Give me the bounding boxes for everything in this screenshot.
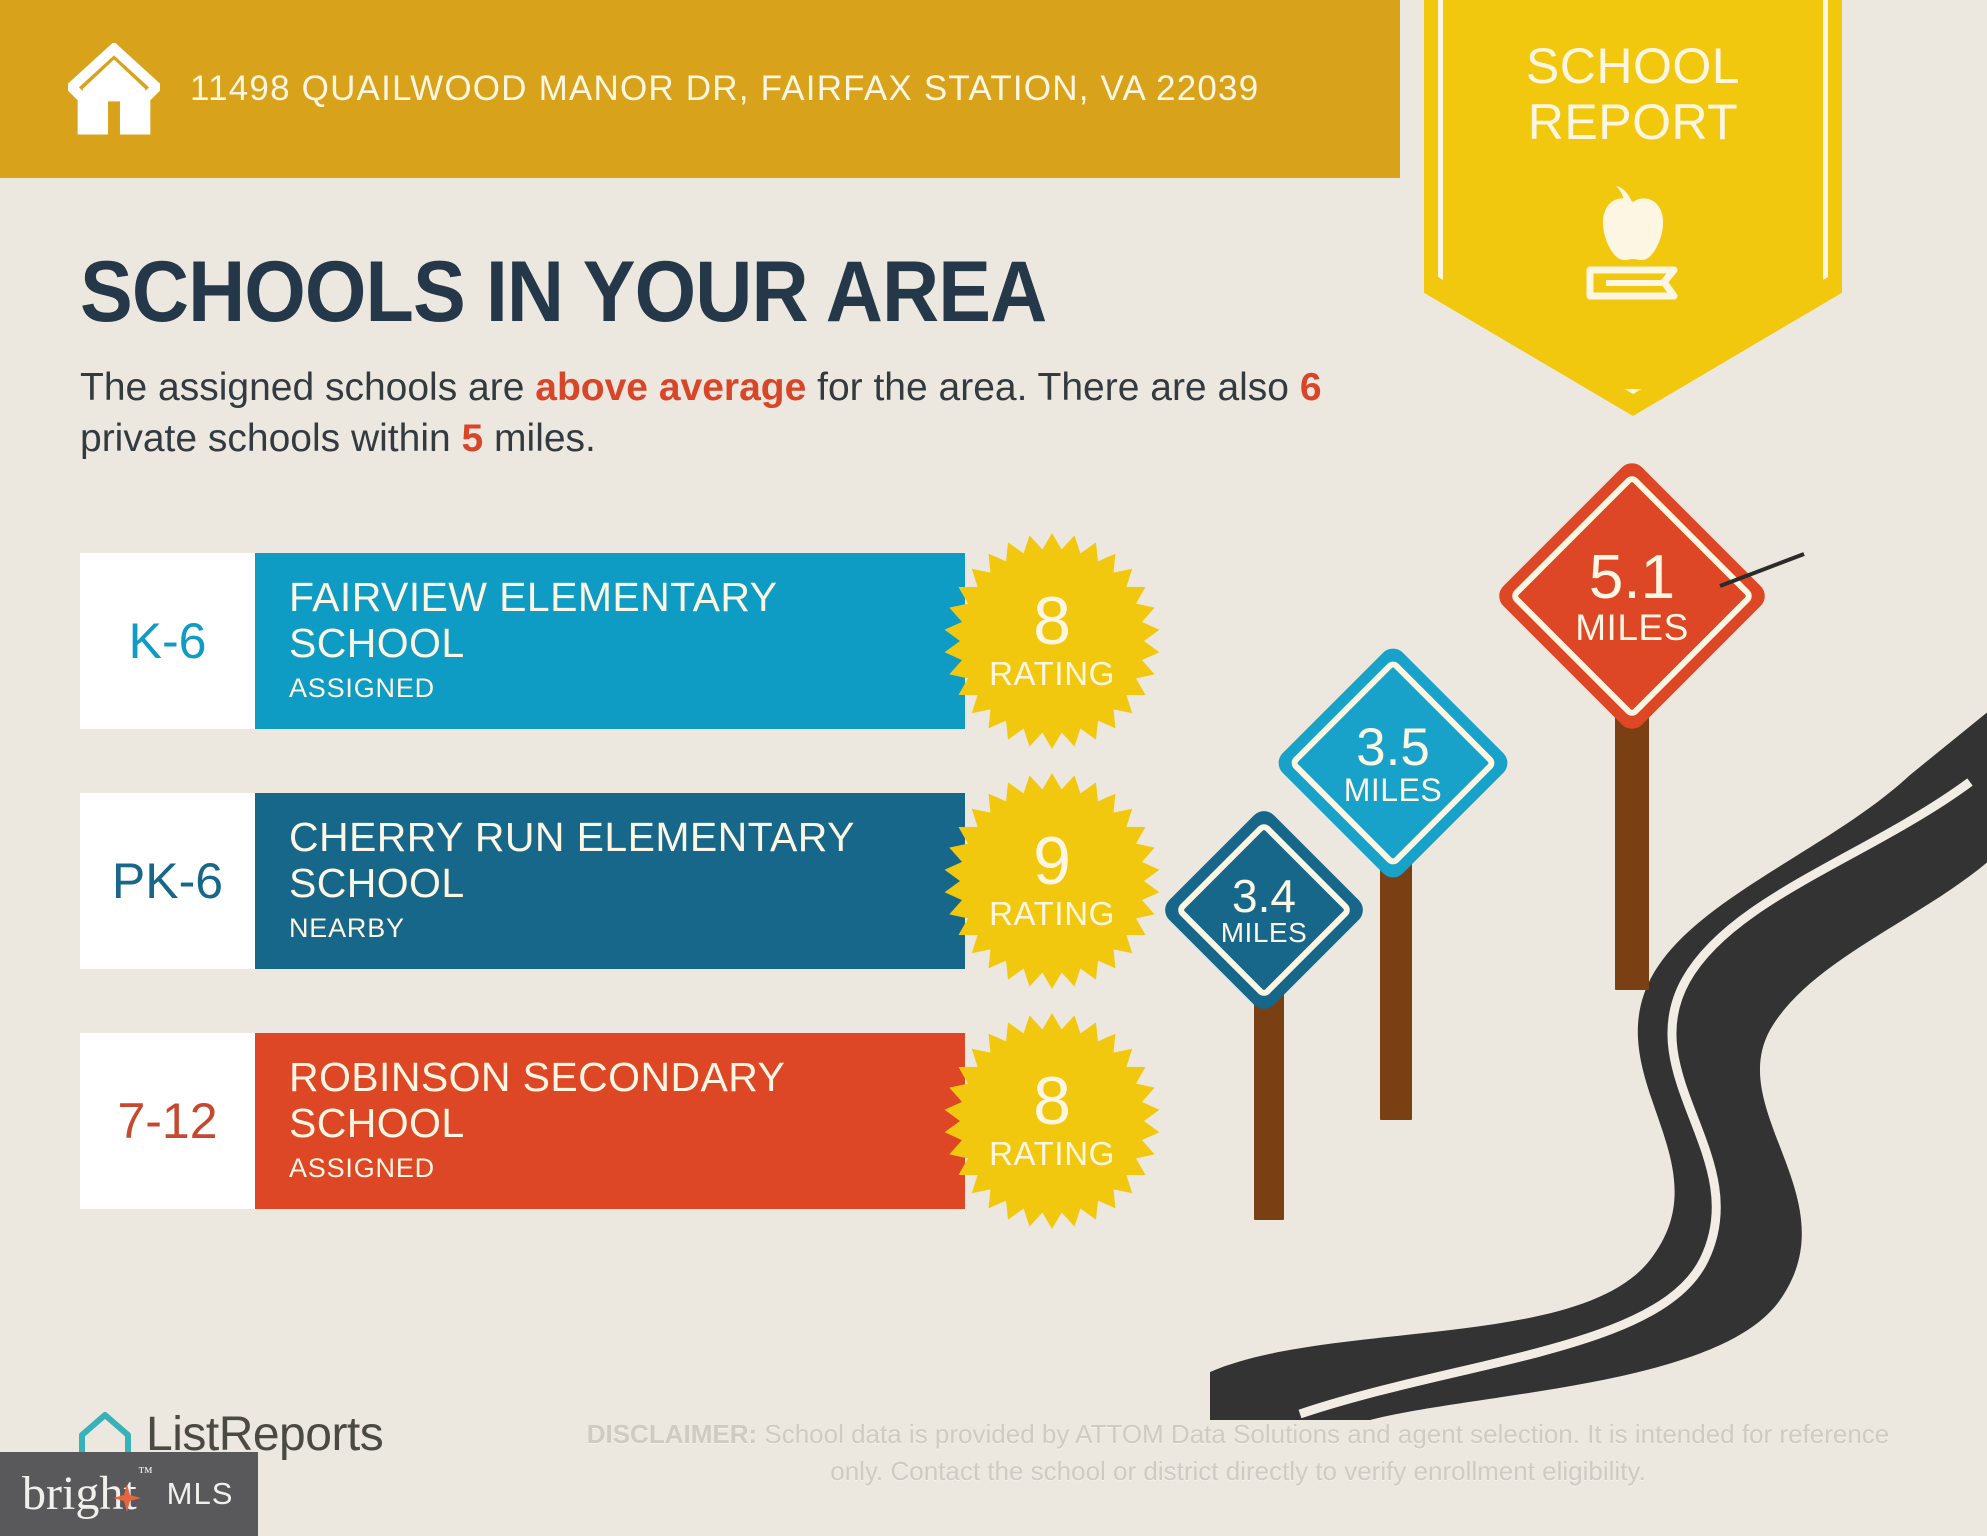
bright-wordmark: bright ™ — [22, 1466, 153, 1520]
school-assignment-tag: NEARBY — [289, 912, 405, 943]
sign-unit: MILES — [1343, 771, 1443, 808]
apple-on-book-icon — [1586, 186, 1678, 300]
school-name-bar: ROBINSON SECONDARY SCHOOL ASSIGNED — [255, 1033, 965, 1209]
school-name-bar: CHERRY RUN ELEMENTARY SCHOOL NEARBY — [255, 793, 965, 969]
sparkle-star-icon — [112, 1484, 141, 1512]
listreports-wordmark: ListReports — [146, 1407, 384, 1461]
sign-label: 5.1 MILES — [1534, 498, 1730, 694]
road-scene: 5.1 MILES 3.5 MILES 3.4 MILES — [1159, 457, 1987, 1420]
sign-wire-icon — [1719, 552, 1805, 588]
subtitle-highlight-above-average: above average — [535, 366, 807, 409]
grade-range-label: K-6 — [128, 613, 207, 669]
subtitle-highlight-private-count: 6 — [1299, 366, 1322, 409]
badge-line-1: SCHOOL — [1525, 38, 1741, 94]
bright-mls-watermark: bright ™ MLS — [0, 1452, 258, 1536]
mls-text: MLS — [166, 1476, 234, 1511]
distance-sign-2[interactable]: 3.5 MILES — [1270, 640, 1550, 1120]
school-assignment-tag: ASSIGNED — [289, 672, 435, 703]
distance-sign-1[interactable]: 3.4 MILES — [1158, 800, 1408, 1220]
bright-text: bright — [22, 1467, 137, 1520]
grade-range-label: PK-6 — [111, 853, 224, 909]
subtitle-part-4: miles. — [483, 417, 596, 461]
disclaimer: DISCLAIMER: School data is provided by A… — [578, 1416, 1898, 1490]
rating-starburst-icon — [944, 1013, 1160, 1229]
trademark-symbol: ™ — [137, 1465, 153, 1481]
grade-range-badge: 7-12 — [80, 1033, 255, 1209]
school-name: CHERRY RUN ELEMENTARY SCHOOL — [289, 814, 855, 906]
badge-line-2: REPORT — [1527, 94, 1739, 150]
sign-distance: 5.1 — [1588, 542, 1676, 612]
sign-post — [1254, 970, 1284, 1220]
grade-range-badge: PK-6 — [80, 793, 255, 969]
sign-unit: MILES — [1220, 917, 1308, 948]
subtitle-part-2: for the area. There are also — [806, 366, 1300, 409]
sign-distance: 3.4 — [1232, 870, 1296, 922]
subtitle-part-3: private schools within — [80, 417, 462, 461]
distance-sign-3[interactable]: 5.1 MILES — [1490, 457, 1805, 990]
school-report-badge-text: SCHOOL REPORT — [1424, 38, 1842, 150]
home-icon — [68, 43, 160, 135]
rating-starburst-icon — [944, 533, 1160, 749]
grade-range-badge: K-6 — [80, 553, 255, 729]
disclaimer-text: School data is provided by ATTOM Data So… — [757, 1419, 1890, 1486]
page-title: SCHOOLS IN YOUR AREA — [80, 244, 1047, 340]
disclaimer-label: DISCLAIMER: — [586, 1419, 758, 1449]
school-assignment-tag: ASSIGNED — [289, 1152, 435, 1183]
winding-road-illustration — [1210, 712, 1987, 1420]
school-name: FAIRVIEW ELEMENTARY SCHOOL — [289, 574, 777, 666]
sign-label: 3.5 MILES — [1308, 678, 1478, 848]
subtitle-highlight-radius: 5 — [461, 417, 484, 461]
sign-label: 3.4 MILES — [1190, 836, 1338, 984]
property-address: 11498 QUAILWOOD MANOR DR, FAIRFAX STATIO… — [190, 68, 1260, 108]
header-bar: 11498 QUAILWOOD MANOR DR, FAIRFAX STATIO… — [0, 0, 1400, 178]
subtitle-part-1: The assigned schools are — [80, 366, 536, 409]
school-name: ROBINSON SECONDARY SCHOOL — [289, 1054, 785, 1146]
rating-starburst-icon — [944, 773, 1160, 989]
sign-post — [1380, 830, 1412, 1120]
grade-range-label: 7-12 — [117, 1093, 218, 1149]
school-name-bar: FAIRVIEW ELEMENTARY SCHOOL ASSIGNED — [255, 553, 965, 729]
sign-unit: MILES — [1575, 606, 1689, 648]
sign-distance: 3.5 — [1356, 717, 1430, 777]
subtitle: The assigned schools are above average f… — [80, 362, 1380, 465]
